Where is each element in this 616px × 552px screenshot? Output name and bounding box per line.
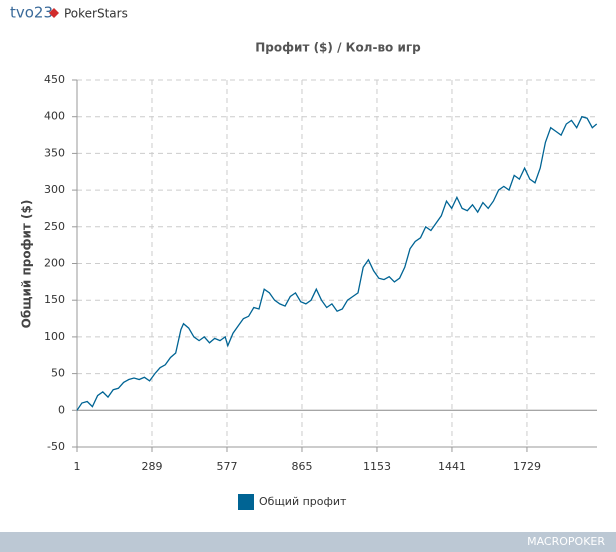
y-tick-label: 450: [44, 73, 65, 86]
chart-title: Профит ($) / Кол-во игр: [255, 41, 421, 55]
x-tick-label: 577: [216, 460, 237, 473]
legend-label: Общий профит: [259, 495, 347, 508]
y-tick-label: 200: [44, 257, 65, 270]
x-tick-label: 1153: [363, 460, 391, 473]
y-tick-label: 50: [51, 367, 65, 380]
series-line: [76, 115, 598, 411]
user-name: tvo23: [10, 4, 53, 22]
x-tick-label: 1441: [438, 460, 466, 473]
y-tick-label: -50: [47, 440, 65, 453]
x-tick-label: 865: [291, 460, 312, 473]
y-tick-label: 100: [44, 330, 65, 343]
y-axis-label: Общий профит ($): [20, 200, 34, 329]
y-tick-label: 0: [58, 403, 65, 416]
y-tick-label: 350: [44, 146, 65, 159]
y-tick-label: 250: [44, 220, 65, 233]
x-tick-label: 1729: [513, 460, 541, 473]
x-tick-label: 289: [141, 460, 162, 473]
footer-brand: MACROPOKER: [527, 535, 605, 548]
site-name: PokerStars: [64, 7, 128, 21]
y-tick-label: 300: [44, 183, 65, 196]
y-tick-label: 150: [44, 293, 65, 306]
legend-swatch: [238, 494, 254, 510]
logo: [49, 8, 59, 18]
footer-bar: [0, 532, 616, 552]
y-tick-label: 400: [44, 110, 65, 123]
x-tick-label: 1: [74, 460, 81, 473]
